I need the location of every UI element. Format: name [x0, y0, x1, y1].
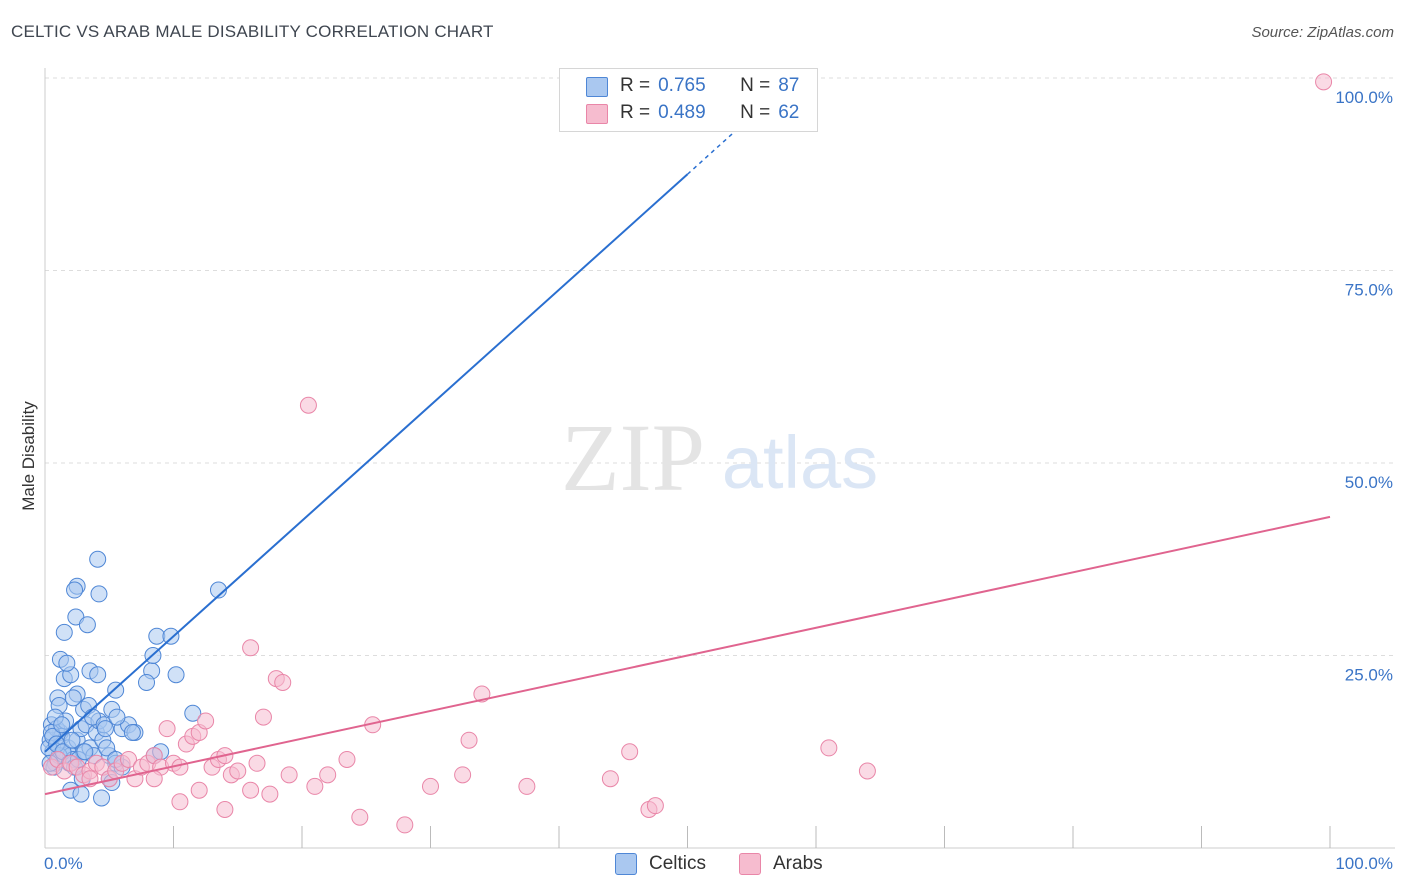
celtics-point	[53, 716, 71, 734]
celtics-point	[63, 731, 81, 749]
celtics-point	[162, 627, 180, 645]
celtics-point	[148, 627, 166, 645]
arabs-point	[274, 673, 292, 691]
arabs-point	[229, 762, 247, 780]
arabs-point	[248, 754, 266, 772]
celtics-point	[89, 666, 107, 684]
y-axis-label: Male Disability	[19, 401, 38, 511]
legend-swatch-celtics	[586, 77, 608, 97]
celtics-point	[64, 689, 82, 707]
legend-n-label: N =	[740, 75, 771, 96]
bottom-legend-arabs: Arabs	[739, 850, 823, 878]
celtics-point	[209, 581, 227, 599]
celtics-point	[96, 720, 114, 738]
celtics-swatch	[615, 853, 637, 875]
celtics-point	[58, 654, 76, 672]
legend-r-label: R =	[620, 75, 651, 96]
bottom-legend-celtics: Celtics	[615, 850, 706, 878]
watermark-zip: ZIP	[561, 404, 705, 511]
celtics-point	[76, 743, 94, 761]
celtics-legend-label: Celtics	[649, 853, 707, 874]
arabs-point	[261, 785, 279, 803]
legend-row-celtics: R = 0.765 N = 87	[620, 74, 799, 98]
arabs-point	[396, 816, 414, 834]
arabs-point	[460, 731, 478, 749]
arabs-point	[601, 770, 619, 788]
arabs-point	[338, 750, 356, 768]
arabs-point	[242, 781, 260, 799]
arabs-point	[145, 770, 163, 788]
legend-n-label: N =	[740, 102, 771, 123]
y-tick-label: 50.0%	[1345, 473, 1393, 492]
arabs-point	[190, 781, 208, 799]
arabs-point	[621, 743, 639, 761]
y-tick-label: 25.0%	[1345, 666, 1393, 685]
celtics-trend-line	[44, 173, 689, 753]
arabs-point	[158, 720, 176, 738]
legend-r-label: R =	[620, 102, 651, 123]
celtics-point	[138, 673, 156, 691]
x-tick-label: 0.0%	[44, 854, 83, 873]
arabs-points	[42, 73, 1333, 834]
celtics-point	[98, 739, 116, 757]
celtics-point	[108, 708, 126, 726]
arabs-point	[820, 739, 838, 757]
tick-labels: 25.0% 50.0% 75.0% 100.0% 0.0% 100.0%	[44, 88, 1393, 873]
chart-title: CELTIC VS ARAB MALE DISABILITY CORRELATI…	[11, 22, 494, 41]
celtics-point	[66, 581, 84, 599]
legend-row-arabs: R = 0.489 N = 62	[620, 101, 799, 125]
arabs-point	[120, 750, 138, 768]
arabs-point	[351, 808, 369, 826]
legend-r-value: 0.489	[658, 102, 706, 123]
arabs-legend-label: Arabs	[773, 853, 823, 874]
watermark-atlas: atlas	[722, 421, 878, 504]
legend-n-value: 87	[778, 75, 800, 96]
source-label: Source: ZipAtlas.com	[1251, 24, 1394, 41]
celtics-point	[89, 550, 107, 568]
celtics-point	[107, 681, 125, 699]
celtics-point	[90, 585, 108, 603]
arabs-point	[646, 797, 664, 815]
x-tick-label: 100.0%	[1335, 854, 1393, 873]
celtics-point	[184, 704, 202, 722]
arabs-point	[422, 777, 439, 795]
celtics-trend-extension	[686, 98, 772, 175]
arabs-point	[280, 766, 298, 784]
legend-r-value: 0.765	[658, 75, 706, 96]
arabs-point	[254, 708, 272, 726]
trend-lines	[44, 98, 1331, 796]
arabs-point	[306, 777, 324, 795]
axes	[44, 68, 1395, 849]
arabs-trend-line	[44, 515, 1331, 796]
watermark: ZIP atlas	[561, 404, 878, 511]
arabs-point	[454, 766, 472, 784]
arabs-point	[216, 801, 234, 818]
celtics-point	[78, 616, 96, 634]
arabs-point	[242, 639, 260, 657]
celtics-point	[93, 789, 111, 807]
arabs-point	[197, 712, 215, 730]
arabs-swatch	[739, 853, 761, 875]
arabs-point	[518, 777, 536, 795]
arabs-point	[858, 762, 876, 780]
correlation-legend: R = 0.765 N = 87 R = 0.489 N = 62	[559, 68, 818, 132]
arabs-point	[171, 793, 189, 811]
arabs-point	[299, 396, 317, 414]
celtics-point	[55, 623, 73, 641]
y-tick-label: 100.0%	[1335, 88, 1393, 107]
legend-n-value: 62	[778, 102, 800, 123]
legend-swatch-arabs	[586, 104, 608, 124]
arabs-point	[1315, 73, 1333, 91]
y-tick-label: 75.0%	[1345, 281, 1393, 300]
arabs-point	[319, 766, 337, 784]
celtics-point	[167, 666, 185, 684]
celtics-point	[123, 724, 141, 741]
